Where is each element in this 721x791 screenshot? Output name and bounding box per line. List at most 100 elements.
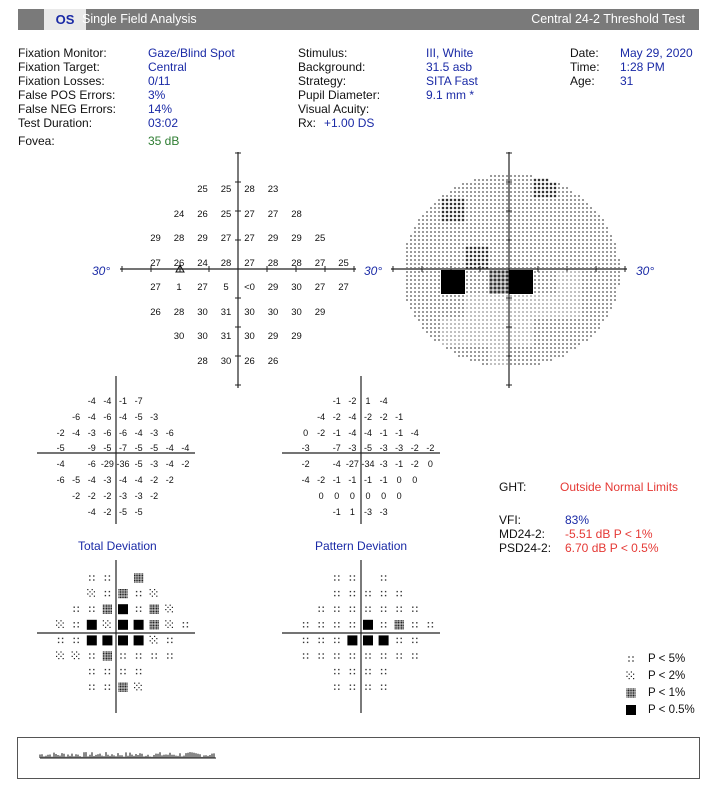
grayscale-cell	[538, 311, 540, 313]
grayscale-cell	[458, 239, 460, 241]
grayscale-cell	[522, 207, 524, 209]
grayscale-cell	[522, 331, 524, 333]
grayscale-cell	[418, 319, 420, 321]
grayscale-cell	[610, 299, 612, 301]
grayscale-cell	[582, 235, 584, 237]
grayscale-cell	[438, 287, 440, 289]
grayscale-cell	[562, 227, 564, 229]
grayscale-cell	[454, 303, 456, 305]
grayscale-cell	[522, 211, 524, 213]
grayscale-cell	[586, 239, 588, 241]
pattern-deviation-value: -4	[410, 427, 419, 438]
grayscale-cell	[554, 207, 556, 209]
grayscale-cell	[406, 263, 408, 265]
grayscale-cell	[525, 286, 529, 290]
grayscale-cell	[554, 231, 556, 233]
grayscale-cell	[501, 274, 505, 278]
grayscale-cell	[534, 323, 536, 325]
grayscale-cell	[498, 343, 500, 345]
grayscale-cell	[474, 207, 476, 209]
grayscale-cell	[473, 266, 477, 270]
grayscale-cell	[430, 207, 432, 209]
grayscale-cell	[554, 315, 556, 317]
grayscale-cell	[602, 295, 604, 297]
grayscale-cell	[602, 259, 604, 261]
grayscale-cell	[498, 247, 500, 249]
grayscale-cell	[506, 263, 508, 265]
threshold-point-value: 27	[267, 208, 279, 220]
report-title: Single Field Analysis	[82, 12, 197, 26]
grayscale-cell	[594, 279, 596, 281]
grayscale-cell	[454, 335, 456, 337]
grayscale-cell	[574, 335, 576, 337]
grayscale-cell	[594, 215, 596, 217]
threshold-point-value: 27	[220, 233, 232, 244]
grayscale-cell	[498, 319, 500, 321]
grayscale-cell	[514, 363, 516, 365]
grayscale-cell	[558, 183, 560, 185]
grayscale-cell	[578, 339, 580, 341]
grayscale-cell	[498, 347, 500, 349]
threshold-point-value: <0	[244, 282, 255, 293]
grayscale-cell	[594, 275, 596, 277]
grayscale-cell	[486, 243, 488, 245]
grayscale-cell	[490, 259, 492, 261]
grayscale-cell	[598, 311, 600, 313]
grayscale-cell	[445, 286, 449, 290]
grayscale-cell	[414, 291, 416, 293]
grayscale-cell	[410, 235, 412, 237]
grayscale-cell	[410, 239, 412, 241]
grayscale-cell	[449, 278, 453, 282]
grayscale-cell	[542, 263, 544, 265]
grayscale-cell	[450, 339, 452, 341]
grayscale-cell	[538, 279, 540, 281]
grayscale-cell	[562, 215, 564, 217]
grayscale-cell	[602, 307, 604, 309]
grayscale-cell	[602, 243, 604, 245]
grayscale-cell	[562, 295, 564, 297]
grayscale-cell	[534, 331, 536, 333]
grayscale-cell	[454, 223, 456, 225]
grayscale-cell	[586, 275, 588, 277]
grayscale-cell	[586, 247, 588, 249]
grayscale-cell	[509, 278, 513, 282]
pattern-probability-symbol	[380, 684, 387, 690]
grayscale-cell	[506, 191, 508, 193]
grayscale-cell	[510, 331, 512, 333]
grayscale-cell	[442, 311, 444, 313]
grayscale-cell	[514, 295, 516, 297]
grayscale-cell	[494, 191, 496, 193]
grayscale-cell	[494, 295, 496, 297]
grayscale-cell	[465, 246, 469, 250]
pattern-deviation-value: -5	[363, 443, 372, 454]
grayscale-cell	[474, 199, 476, 201]
grayscale-cell	[578, 295, 580, 297]
grayscale-cell	[461, 202, 465, 206]
grayscale-cell	[445, 282, 449, 286]
grayscale-cell	[554, 339, 556, 341]
grayscale-cell	[450, 195, 452, 197]
grayscale-cell	[442, 247, 444, 249]
grayscale-cell	[534, 327, 536, 329]
total-deviation-value: -5	[134, 459, 143, 470]
grayscale-cell	[602, 231, 604, 233]
grayscale-cell	[558, 319, 560, 321]
grayscale-cell	[457, 198, 461, 202]
fixation-monitor-label: Fixation Monitor:	[18, 46, 107, 60]
grayscale-cell	[526, 263, 528, 265]
pattern-probability-symbol	[334, 684, 340, 690]
grayscale-cell	[542, 355, 544, 357]
grayscale-cell	[602, 315, 604, 317]
grayscale-cell	[614, 283, 616, 285]
grayscale-cell	[502, 303, 504, 305]
grayscale-cell	[410, 263, 412, 265]
grayscale-cell	[513, 278, 517, 282]
grayscale-cell	[522, 299, 524, 301]
grayscale-cell	[434, 335, 436, 337]
grayscale-cell	[441, 198, 445, 202]
grayscale-cell	[546, 315, 548, 317]
grayscale-cell	[490, 351, 492, 353]
threshold-point-value: 28	[173, 306, 185, 318]
grayscale-cell	[422, 219, 424, 221]
pattern-probability-symbol	[380, 668, 387, 675]
